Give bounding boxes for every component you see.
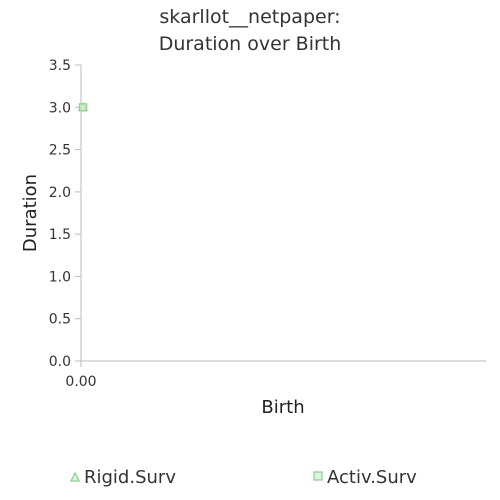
chart-title-line-1: skarllot__netpaper: bbox=[159, 6, 340, 28]
y-tick-label: 2.0 bbox=[49, 185, 71, 201]
y-tick-label: 1.5 bbox=[49, 227, 71, 243]
data-point-activ-surv bbox=[78, 103, 88, 112]
y-axis-title: Duration bbox=[20, 174, 41, 252]
x-tick-label: 0.00 bbox=[65, 374, 96, 390]
y-tick-label: 3.5 bbox=[49, 58, 71, 74]
y-tick-label: 1.0 bbox=[49, 269, 71, 285]
legend-label-rigid-surv: Rigid.Surv bbox=[84, 467, 176, 488]
legend: Rigid.Surv Activ.Surv bbox=[69, 467, 417, 488]
y-tick-label: 2.5 bbox=[49, 143, 71, 159]
x-axis-title: Birth bbox=[261, 397, 304, 418]
legend-marker-rigid-surv bbox=[69, 471, 81, 482]
y-tick-label: 0.5 bbox=[49, 312, 71, 328]
y-tick-label: 3.0 bbox=[49, 100, 71, 116]
y-tick-label: 0.0 bbox=[49, 354, 71, 370]
chart-title-line-2: Duration over Birth bbox=[159, 33, 342, 55]
legend-marker-activ-surv bbox=[313, 471, 323, 481]
data-points bbox=[77, 101, 89, 112]
y-axis-ticks: 0.0 0.5 1.0 1.5 2.0 2.5 3.0 3.5 bbox=[49, 58, 81, 370]
legend-label-activ-surv: Activ.Surv bbox=[327, 467, 417, 488]
